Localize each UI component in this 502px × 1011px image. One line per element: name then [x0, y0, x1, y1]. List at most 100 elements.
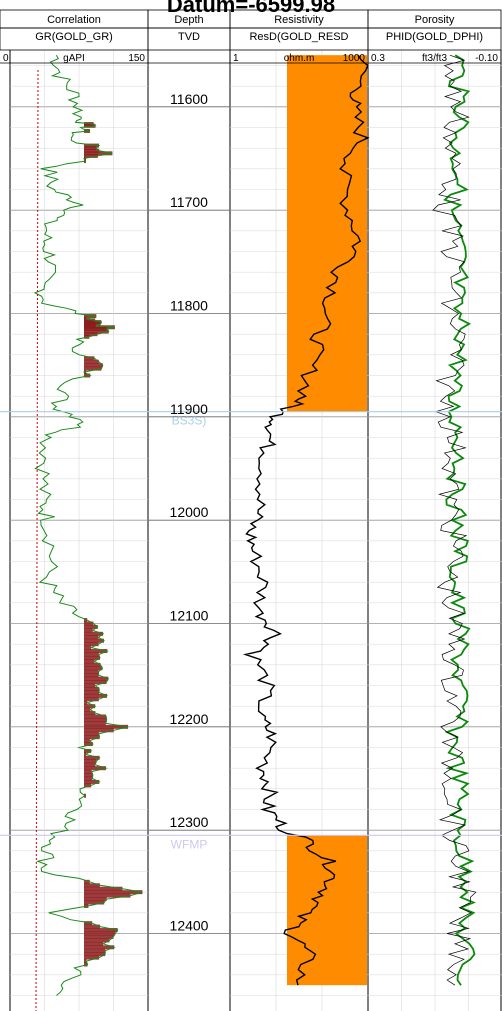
track-header-resistivity: Resistivity: [274, 14, 324, 26]
gr-shale-fill: [84, 931, 116, 936]
scale-left-correlation: 0: [3, 53, 9, 64]
scale-unit-correlation: gAPI: [63, 53, 85, 64]
gr-shale-fill: [84, 666, 103, 671]
gr-shale-fill: [84, 334, 90, 339]
gr-shale-fill: [84, 366, 102, 371]
gr-shale-fill: [84, 690, 100, 695]
track-headers: Correlation GR(GOLD_GR) 0 gAPI 150 Depth TVD Re…: [0, 9, 502, 64]
track-header-depth: Depth: [174, 14, 203, 26]
depth-label: 11900: [170, 401, 208, 417]
gr-shale-fill: [84, 938, 110, 943]
gr-shale-fill: [84, 742, 93, 747]
grid-layer: [9, 50, 502, 1011]
scale-left-porosity: 0.3: [371, 53, 385, 64]
gr-shale-fill: [84, 879, 90, 884]
gr-shale-fill: [84, 883, 100, 888]
gr-shale-fill: [84, 890, 143, 895]
gr-shale-fill: [84, 934, 114, 939]
gr-shale-fill: [84, 945, 115, 950]
gr-shale-fill: [84, 327, 107, 331]
gr-shale-fill: [84, 363, 103, 368]
gr-shale-fill: [84, 123, 96, 128]
track-header-correlation: Correlation: [47, 14, 101, 26]
track-subheader-box: [367, 27, 502, 51]
gr-shale-fill: [84, 329, 109, 334]
gr-shale-fill: [84, 714, 107, 719]
gr-shale-fill: [84, 735, 100, 740]
gr-shale-fill: [84, 314, 97, 319]
scale-unit-resistivity: ohm.m: [284, 53, 315, 64]
depth-label: 12100: [170, 608, 209, 624]
gr-shale-fill: [84, 766, 106, 771]
chart-title: Datum=-6599.98: [167, 0, 335, 17]
gr-shale-fill: [84, 924, 101, 929]
gr-shale-fill: [84, 900, 105, 905]
gr-shale-fill: [84, 680, 107, 685]
res-curve: [242, 54, 370, 986]
depth-label: 11700: [170, 194, 208, 210]
gr-shale-fill: [84, 631, 104, 636]
track-header-porosity: Porosity: [415, 14, 455, 26]
scale-right-resistivity: 1000: [343, 53, 366, 64]
gr-shale-fill: [84, 928, 118, 933]
gr-shale-fill: [84, 755, 100, 760]
gr-shale-fill: [84, 700, 88, 705]
gr-shale-fill: [84, 893, 131, 898]
gr-shale-fill: [84, 153, 98, 158]
fill-layer: [84, 55, 367, 986]
gr-shale-fill: [84, 332, 98, 337]
header-background: [0, 0, 502, 50]
gr-shale-fill: [84, 635, 99, 640]
gr-shale-fill: [84, 148, 100, 153]
gr-shale-fill: [84, 769, 92, 774]
gr-shale-fill: [84, 146, 97, 151]
formation-tops: BS3S)WFMP: [0, 411, 502, 851]
gr-shale-fill: [84, 673, 99, 678]
gr-shale-fill: [84, 897, 107, 902]
gr-shale-fill: [84, 955, 100, 960]
gr-shale-fill: [84, 724, 129, 729]
gr-shale-fill: [84, 762, 96, 767]
gr-shale-fill: [84, 683, 96, 688]
gr-shale-fill: [84, 686, 100, 691]
gr-shale-fill: [84, 697, 99, 702]
res-orange-fill-1: [287, 835, 367, 986]
gr-shale-fill: [84, 373, 91, 378]
gr-shale-fill: [84, 759, 97, 764]
gr-shale-fill: [84, 921, 93, 926]
depth-label: 11600: [170, 91, 208, 107]
gr-shale-fill: [84, 738, 90, 743]
gr-shale-fill: [84, 731, 99, 736]
gr-shale-fill: [84, 645, 92, 650]
depth-label: 12300: [170, 814, 209, 830]
gr-shale-fill: [84, 779, 100, 784]
gr-shale-fill: [84, 717, 107, 722]
gr-shale-fill: [84, 886, 123, 891]
gr-shale-fill: [84, 783, 92, 788]
gr-shale-fill: [84, 721, 106, 726]
gr-shale-fill: [84, 659, 95, 664]
scale-unit-porosity: ft3/ft3: [422, 53, 447, 64]
gr-shale-fill: [84, 649, 108, 654]
track-curve-name-porosity: PHID(GOLD_DPHI): [386, 31, 483, 43]
gr-shale-fill: [84, 628, 93, 633]
track-curve-name-resistivity: ResD(GOLD_RESD: [249, 31, 348, 43]
depth-label: 12200: [170, 711, 209, 727]
gr-shale-fill: [84, 707, 91, 712]
depth-label: 12400: [170, 918, 209, 934]
depth-label: 11800: [170, 298, 208, 314]
gr-shale-fill: [84, 693, 108, 698]
gr-shale-fill: [84, 618, 88, 623]
gr-shale-fill: [84, 748, 92, 753]
gr-shale-fill: [84, 655, 100, 660]
depth-labels: 11600 11700 11800 11900 12000 12100 12200 12300…: [148, 91, 230, 934]
gr-shale-fill: [84, 941, 104, 946]
gr-shale-fill: [84, 704, 96, 709]
scale-left-resistivity: 1: [233, 53, 239, 64]
track-curve-name-depth: TVD: [178, 31, 200, 43]
gr-shale-fill: [84, 948, 106, 953]
gr-shale-fill: [84, 359, 99, 364]
gr-curve: [33, 54, 143, 996]
gr-shale-fill: [84, 624, 98, 629]
